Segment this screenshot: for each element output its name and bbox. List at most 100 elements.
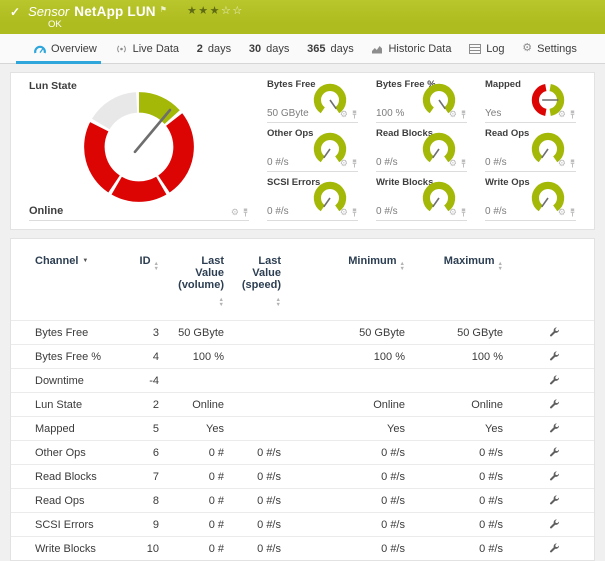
pin-icon[interactable] [569,159,576,168]
cell-maximum: 0 #/s [479,446,503,459]
column-header-last-value-volume[interactable]: Last Value (volume) ▲ ▼ [178,255,224,309]
wrench-icon[interactable] [549,494,560,505]
wrench-icon[interactable] [549,446,560,457]
lun-state-gauge-tile: Lun State Online ⚙ [11,73,257,229]
gauge-title: Bytes Free % [376,79,436,90]
cell-last-value-volume: 50 GByte [178,326,224,339]
pin-icon[interactable] [569,208,576,217]
tab-log[interactable]: Log [467,34,506,63]
pin-icon[interactable] [460,110,467,119]
tab-settings[interactable]: ⚙ Settings [520,34,579,63]
pin-icon[interactable] [351,110,358,119]
gauge-value: 0 #/s [267,206,289,217]
cell-id: 2 [152,398,159,411]
wrench-icon[interactable] [549,518,560,529]
cell-last-value-volume: 0 # [208,470,224,483]
priority-stars[interactable]: ★★★☆☆ [187,6,244,17]
tab-label: days [266,42,290,55]
gauge-value: 100 % [376,108,405,119]
gauge-value: Yes [485,108,502,119]
tab-overview[interactable]: Overview [16,34,101,64]
pin-icon[interactable] [351,208,358,217]
cell-id: 6 [152,446,159,459]
cell-actions [509,345,594,369]
sort-toggle-icon: ▲ ▼ [275,297,281,309]
wrench-icon[interactable] [549,350,560,361]
channel-row-mapped: Mapped 5 Yes Yes Yes [11,416,594,441]
status-badge: OK [48,19,62,30]
cell-actions [509,393,594,417]
tab-365-days[interactable]: 365 days [305,34,356,63]
gauge-title: Read Ops [485,128,530,139]
pin-icon[interactable] [460,159,467,168]
gear-icon[interactable]: ⚙ [557,158,566,168]
column-header-maximum[interactable]: Maximum ▲ ▼ [443,255,503,273]
column-header-channel[interactable]: Channel ▼ [35,255,89,267]
wrench-icon[interactable] [549,470,560,481]
gauge-value: 50 GByte [267,108,309,119]
gear-icon[interactable]: ⚙ [557,109,566,119]
sort-toggle-icon: ▲ ▼ [153,261,159,273]
channel-row-write-blocks: Write Blocks 10 0 # 0 #/s 0 #/s 0 #/s [11,536,594,561]
gear-icon[interactable]: ⚙ [448,158,457,168]
gauge-footer: 0 #/s ⚙ [267,206,358,221]
column-header-last-value-speed[interactable]: Last Value (speed) ▲ ▼ [241,255,281,309]
channel-row-read-ops: Read Ops 8 0 # 0 #/s 0 #/s 0 #/s [11,488,594,513]
wrench-icon[interactable] [549,326,560,337]
channel-row-lun-state: Lun State 2 Online Online Online [11,392,594,417]
cell-channel: SCSI Errors [35,518,94,531]
cell-minimum [287,369,411,393]
tab-30-days[interactable]: 30 days [247,34,292,63]
cell-minimum: 100 % [373,350,405,363]
channel-row-other-ops: Other Ops 6 0 # 0 #/s 0 #/s 0 #/s [11,440,594,465]
tab-historic-data[interactable]: Historic Data [369,34,453,63]
pin-icon[interactable] [351,159,358,168]
arc-max-gauge [312,82,348,118]
cell-channel: Mapped [35,422,75,435]
column-header-id[interactable]: ID ▲ ▼ [139,255,159,273]
arc-min-gauge [421,180,457,216]
gauge-title: Mapped [485,79,521,90]
cell-channel: Read Blocks [35,470,97,483]
column-header-minimum[interactable]: Minimum ▲ ▼ [348,255,405,273]
gauge-title: SCSI Errors [267,177,321,188]
tab-live-data[interactable]: Live Data [113,34,181,63]
gear-icon[interactable]: ⚙ [339,109,348,119]
pin-icon[interactable] [460,208,467,217]
content-area: Lun State Online ⚙ Bytes Free [0,72,605,561]
cell-maximum: 0 #/s [479,470,503,483]
cell-id: -4 [149,374,159,387]
gauge-footer: 0 #/s ⚙ [376,157,467,172]
cell-maximum: 0 #/s [479,542,503,555]
cell-minimum: 50 GByte [359,326,405,339]
gear-icon[interactable]: ⚙ [339,207,348,217]
cell-id: 8 [152,494,159,507]
arc-min-gauge [312,180,348,216]
pin-icon[interactable] [569,110,576,119]
wrench-icon[interactable] [549,374,560,385]
gear-icon[interactable]: ⚙ [448,109,457,119]
gear-icon[interactable]: ⚙ [448,207,457,217]
wrench-icon[interactable] [549,422,560,433]
gear-icon[interactable]: ⚙ [230,207,239,217]
arc-min-gauge [312,131,348,167]
gauge-icon [34,44,46,54]
gauge-tile-mapped: Mapped Yes ⚙ [485,79,576,123]
tab-bar: Overview Live Data 2 days 30 days 365 da… [0,34,605,64]
gauge-tile-other-ops: Other Ops 0 #/s ⚙ [267,128,358,172]
flag-icon: ⚑ [159,5,167,14]
cell-minimum: 0 #/s [381,518,405,531]
tab-2-days[interactable]: 2 days [195,34,233,63]
gauge-value: 0 #/s [485,157,507,168]
cell-last-value-volume: Online [192,398,224,411]
arc-min-gauge [530,131,566,167]
gear-icon[interactable]: ⚙ [557,207,566,217]
cell-channel: Bytes Free % [35,350,102,363]
channel-row-downtime: Downtime -4 [11,368,594,393]
gear-icon[interactable]: ⚙ [339,158,348,168]
sort-toggle-icon: ▲ ▼ [497,261,503,273]
wrench-icon[interactable] [549,398,560,409]
wrench-icon[interactable] [549,542,560,553]
broadcast-icon [115,44,128,54]
pin-icon[interactable] [242,208,249,217]
